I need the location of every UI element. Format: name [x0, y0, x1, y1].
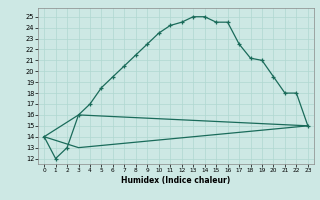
X-axis label: Humidex (Indice chaleur): Humidex (Indice chaleur)	[121, 176, 231, 185]
